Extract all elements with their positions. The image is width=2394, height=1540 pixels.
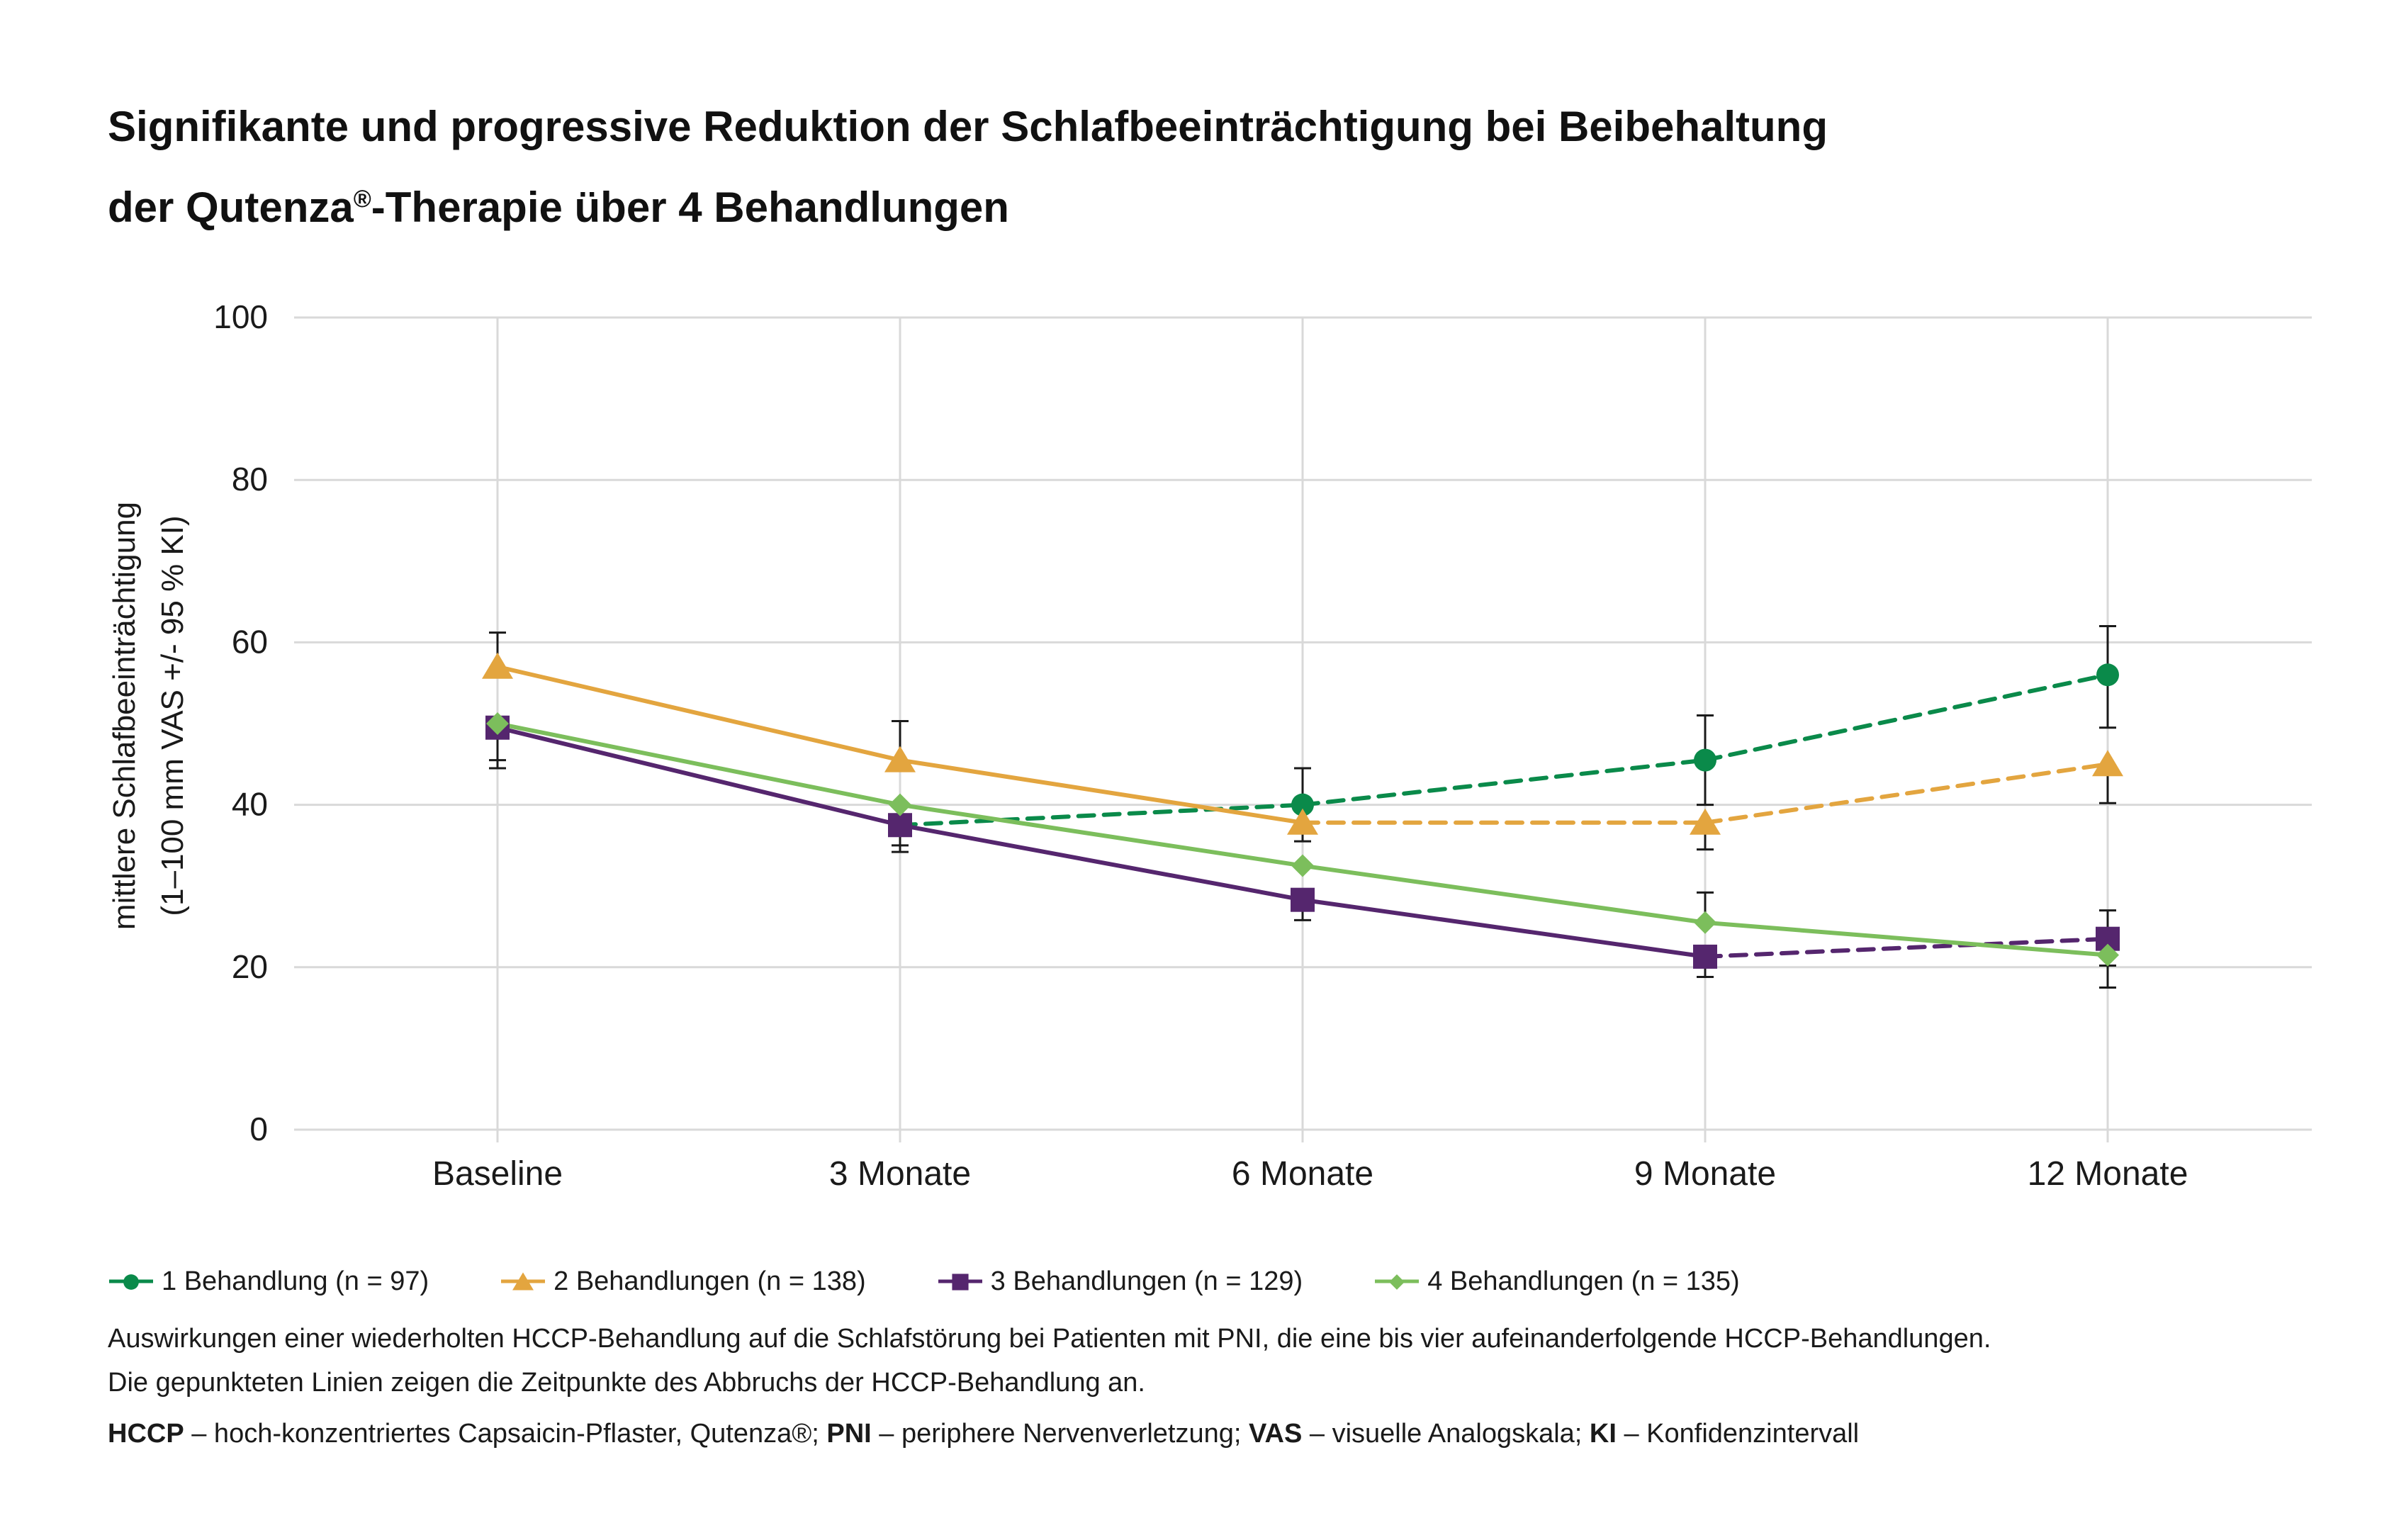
series-4-segment-0 [495, 721, 902, 807]
series-1-segment-2 [1300, 758, 1707, 807]
legend-swatch-1 [109, 1274, 153, 1290]
legend-item-1: 1 Behandlung (n = 97) [108, 1266, 429, 1297]
series-2-point-4 [2092, 750, 2123, 777]
legend-label-4: 4 Behandlungen (n = 135) [1427, 1266, 1740, 1296]
series-2-segment-0 [495, 664, 902, 763]
abbreviations: HCCP – hoch-konzentriertes Capsaicin-Pfl… [108, 1412, 1859, 1456]
x-tick-label-2: 6 Monate [1232, 1155, 1373, 1193]
legend-item-2: 2 Behandlungen (n = 138) [500, 1266, 866, 1297]
series-1-segment-3 [1703, 673, 2110, 763]
series-3-segment-1 [898, 823, 1305, 902]
x-tick-label-1: 3 Monate [829, 1155, 971, 1193]
series-4-point-3 [1694, 911, 1716, 934]
series-3-point-2 [1291, 887, 1315, 912]
series-1-point-2 [1291, 793, 1314, 816]
legend: 1 Behandlung (n = 97) 2 Behandlungen (n =… [108, 1260, 1811, 1303]
series-4-segment-2 [1300, 863, 1707, 925]
line-chart: 0 20 40 60 80 100 Baseline 3 Monate 6 Monate 9 M… [107, 298, 2312, 1193]
x-tick-labels: Baseline 3 Monate 6 Monate 9 Monate 12 Monat… [432, 1155, 2188, 1193]
legend-swatch-marker-4 [1389, 1274, 1405, 1290]
series-3-point-1 [888, 813, 912, 838]
series-3-segment-0 [495, 725, 902, 828]
legend-label-2: 2 Behandlungen (n = 138) [553, 1266, 866, 1296]
abbreviation-definition-1: – hoch-konzentriertes Capsaicin-Pflaster… [184, 1419, 827, 1449]
series-2-point-3 [1690, 808, 1721, 835]
y-tick-label-0: 0 [249, 1111, 268, 1147]
abbreviation-term-2: PNI [826, 1419, 872, 1449]
legend-swatch-marker-1 [123, 1274, 139, 1290]
abbreviation-definition-3: – visuelle Analogskala; [1302, 1419, 1590, 1449]
series-3-segment-2 [1300, 897, 1707, 959]
y-tick-label-20: 20 [232, 948, 268, 985]
y-axis-label-line1: mittlere Schlafbeeinträchtigung [107, 502, 142, 930]
abbreviation-term-1: HCCP [108, 1419, 184, 1449]
series-4-segment-1 [898, 802, 1305, 868]
x-tick-label-3: 9 Monate [1634, 1155, 1776, 1193]
series-2-point-1 [884, 746, 916, 772]
y-tick-label-100: 100 [213, 298, 268, 335]
legend-item-4: 4 Behandlungen (n = 135) [1373, 1266, 1740, 1297]
y-axis-label-line2: (1–100 mm VAS +/- 95 % KI) [155, 515, 190, 916]
abbreviation-term-4: KI [1589, 1419, 1617, 1449]
y-tick-label-60: 60 [232, 623, 268, 660]
y-axis-label: mittlere Schlafbeeinträchtigung (1–100 m… [107, 502, 190, 930]
abbreviation-definition-2: – periphere Nervenverletzung; [871, 1419, 1249, 1449]
series-3-point-3 [1693, 944, 1717, 969]
footnote-description: Auswirkungen einer wiederholten HCCP-Beh… [108, 1324, 1991, 1354]
series-1-point-4 [2096, 663, 2119, 687]
grid-layer [294, 316, 2312, 1142]
series-2-point-0 [482, 652, 513, 679]
chart-title-line2-post: -Therapie über 4 Behandlungen [371, 184, 1009, 231]
legend-swatch-marker-3 [952, 1274, 969, 1291]
abbreviation-definition-4: – Konfidenzintervall [1616, 1419, 1860, 1449]
chart-title-registered-mark: ® [353, 186, 371, 213]
series-4-segment-3 [1703, 920, 2110, 957]
series-2-point-2 [1287, 808, 1318, 835]
series-2-segment-3 [1703, 762, 2110, 825]
x-tick-label-4: 12 Monate [2028, 1155, 2188, 1193]
chart-title: Signifikante und progressive Reduktion d… [108, 91, 2234, 244]
series-4-point-0 [486, 712, 509, 735]
chart-title-line1: Signifikante und progressive Reduktion d… [108, 103, 1828, 150]
series-1-segment-1 [898, 802, 1305, 828]
legend-swatch-2 [501, 1272, 546, 1291]
abbreviation-term-3: VAS [1249, 1419, 1303, 1449]
series-2-segment-1 [898, 758, 1305, 825]
legend-swatch-marker-2 [512, 1272, 534, 1291]
x-tick-label-0: Baseline [432, 1155, 563, 1193]
legend-swatch-4 [1375, 1274, 1420, 1290]
series-4-point-4 [2096, 943, 2119, 967]
y-tick-label-40: 40 [232, 786, 268, 823]
legend-item-3: 3 Behandlungen (n = 129) [937, 1266, 1303, 1297]
y-tick-labels: 0 20 40 60 80 100 [213, 298, 268, 1147]
series-1-point-3 [1694, 748, 1716, 772]
legend-label-1: 1 Behandlung (n = 97) [162, 1266, 429, 1296]
chart-title-line2-pre: der Qutenza [108, 184, 354, 231]
series-4-point-2 [1291, 854, 1314, 877]
series-4-point-1 [889, 793, 911, 816]
series-3-segment-3 [1703, 936, 2110, 959]
legend-swatch-3 [938, 1274, 982, 1291]
y-tick-label-80: 80 [232, 461, 268, 498]
series-layer [482, 624, 2123, 989]
footnote-dotted-lines: Die gepunkteten Linien zeigen die Zeitpu… [108, 1368, 1145, 1398]
legend-label-3: 3 Behandlungen (n = 129) [990, 1266, 1303, 1296]
